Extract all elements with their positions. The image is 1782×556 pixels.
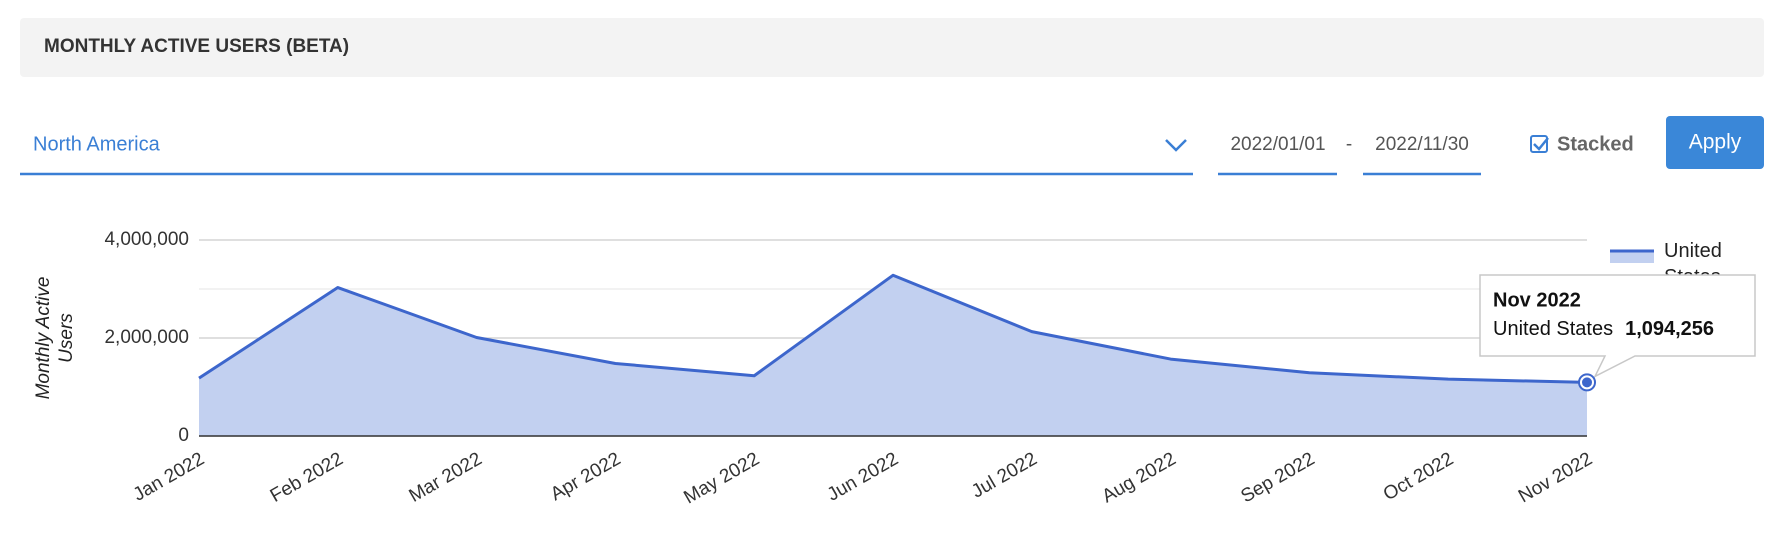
x-tick-label: Nov 2022: [1515, 448, 1596, 507]
area-fill: [199, 275, 1587, 436]
y-tick-label: 2,000,000: [104, 327, 189, 348]
x-tick-label: Apr 2022: [547, 448, 624, 505]
legend-swatch: [1610, 251, 1654, 263]
dropdown-chevron[interactable]: [1165, 139, 1187, 152]
hover-point-core: [1582, 377, 1592, 388]
region-select[interactable]: North America: [20, 133, 1193, 176]
x-tick-label: Jun 2022: [824, 448, 902, 505]
date-separator: -: [1346, 134, 1352, 155]
tooltip-box: [1479, 274, 1756, 379]
checkbox[interactable]: [1530, 135, 1548, 153]
stacked-toggle[interactable]: Stacked: [1530, 133, 1634, 155]
x-tick-label: Oct 2022: [1380, 448, 1457, 505]
stacked-label[interactable]: Stacked: [1557, 133, 1634, 155]
y-tick-label: 4,000,000: [104, 229, 189, 250]
header-title: MONTHLY ACTIVE USERS (BETA): [44, 36, 349, 57]
end-date[interactable]: 2022/11/30: [1375, 134, 1469, 155]
tooltip-title: Nov 2022: [1493, 289, 1581, 311]
y-axis-title: Monthly Active Users: [33, 277, 77, 400]
x-tick-label: May 2022: [680, 448, 763, 508]
checkmark: [1533, 137, 1549, 151]
y-tick-label: 0: [178, 425, 189, 446]
x-tick-label: Aug 2022: [1099, 448, 1180, 507]
x-tick-label: Jul 2022: [968, 448, 1041, 502]
apply-label[interactable]: Apply: [1689, 131, 1742, 154]
apply-button[interactable]: [1666, 116, 1764, 169]
start-date[interactable]: 2022/01/01: [1230, 134, 1325, 155]
x-tick-label: Jan 2022: [130, 448, 208, 505]
header-bar: [20, 18, 1764, 77]
tooltip-body: United States1,094,256: [1493, 318, 1714, 340]
area-line: [198, 273, 1588, 384]
x-tick-label: Mar 2022: [406, 448, 486, 506]
x-tick-label: Feb 2022: [267, 448, 347, 506]
x-tick-label: Sep 2022: [1237, 448, 1318, 507]
region-value[interactable]: North America: [33, 133, 161, 155]
plot: 0 2,000,000 4,000,000 Jan 2022 Feb 2022 Mar 2…: [104, 229, 1756, 508]
